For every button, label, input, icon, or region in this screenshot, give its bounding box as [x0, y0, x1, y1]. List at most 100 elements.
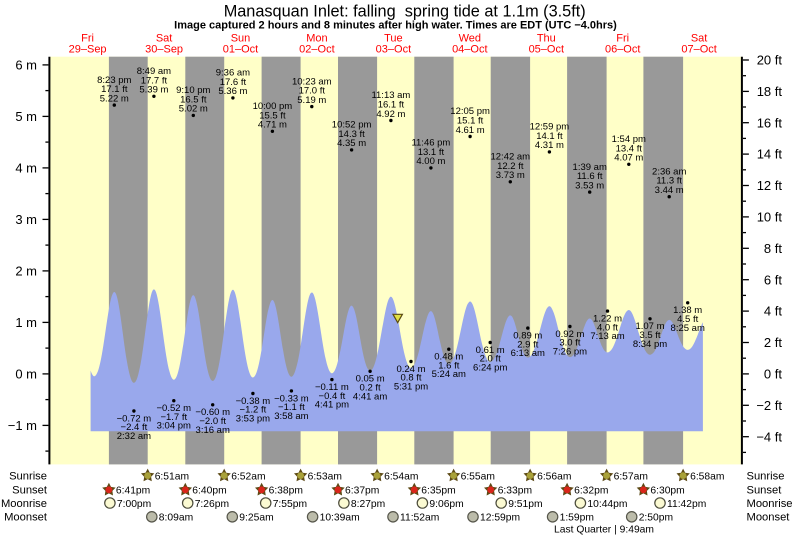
- svg-text:3:58 am: 3:58 am: [274, 411, 308, 422]
- svg-text:1 m: 1 m: [15, 315, 37, 330]
- svg-text:10:39am: 10:39am: [320, 513, 360, 524]
- svg-text:4 m: 4 m: [15, 161, 37, 176]
- svg-text:Wed: Wed: [459, 32, 481, 44]
- svg-text:6:13 am: 6:13 am: [511, 348, 545, 359]
- svg-text:5.36 m: 5.36 m: [218, 86, 247, 97]
- svg-text:4 ft: 4 ft: [764, 304, 782, 319]
- svg-text:Sun: Sun: [231, 32, 251, 44]
- svg-text:0 ft: 0 ft: [764, 367, 782, 382]
- svg-text:−2.4 ft: −2.4 ft: [121, 422, 148, 433]
- svg-text:3:04 pm: 3:04 pm: [157, 421, 191, 432]
- svg-text:6:53am: 6:53am: [308, 471, 342, 482]
- svg-text:11:52am: 11:52am: [400, 513, 439, 524]
- svg-text:6:54am: 6:54am: [384, 471, 418, 482]
- svg-text:11:42pm: 11:42pm: [667, 499, 706, 510]
- svg-text:−2.0 ft: −2.0 ft: [199, 416, 226, 427]
- svg-text:10:00 pm: 10:00 pm: [253, 101, 293, 112]
- svg-text:7:55pm: 7:55pm: [273, 499, 307, 510]
- svg-text:Moonset: Moonset: [4, 512, 48, 524]
- svg-text:30–Sep: 30–Sep: [145, 44, 183, 56]
- svg-text:9:25am: 9:25am: [239, 513, 273, 524]
- svg-text:6:38pm: 6:38pm: [269, 486, 303, 497]
- svg-text:3.53 m: 3.53 m: [575, 180, 604, 191]
- svg-text:17.1 ft: 17.1 ft: [101, 84, 128, 95]
- svg-text:6:35pm: 6:35pm: [421, 486, 455, 497]
- svg-text:5.19 m: 5.19 m: [297, 95, 326, 106]
- svg-text:11.6 ft: 11.6 ft: [577, 171, 603, 182]
- svg-text:6:32pm: 6:32pm: [574, 486, 608, 497]
- svg-text:8:09am: 8:09am: [159, 513, 193, 524]
- svg-text:6:41pm: 6:41pm: [116, 486, 150, 497]
- svg-text:−1.1 ft: −1.1 ft: [278, 402, 305, 413]
- svg-text:−1.2 ft: −1.2 ft: [240, 405, 267, 416]
- svg-text:−0.33 m: −0.33 m: [274, 393, 309, 404]
- svg-text:4.35 m: 4.35 m: [337, 138, 366, 149]
- svg-text:2.0 ft: 2.0 ft: [480, 354, 501, 365]
- svg-text:−0.4 ft: −0.4 ft: [319, 391, 346, 402]
- svg-text:07–Oct: 07–Oct: [681, 44, 716, 56]
- svg-text:13.4 ft: 13.4 ft: [616, 143, 643, 154]
- svg-text:8 ft: 8 ft: [764, 241, 782, 256]
- svg-text:Sunrise: Sunrise: [747, 470, 785, 482]
- svg-text:11.3 ft: 11.3 ft: [656, 176, 682, 187]
- svg-text:6 m: 6 m: [15, 58, 37, 73]
- svg-text:−0.72 m: −0.72 m: [117, 413, 152, 424]
- svg-text:−0.60 m: −0.60 m: [195, 407, 230, 418]
- svg-text:Fri: Fri: [81, 32, 94, 44]
- svg-text:8:49 am: 8:49 am: [137, 66, 171, 77]
- svg-text:8:34 pm: 8:34 pm: [633, 339, 667, 350]
- svg-text:Moonrise: Moonrise: [1, 498, 47, 510]
- svg-text:0.2 ft: 0.2 ft: [360, 383, 381, 394]
- svg-text:5.02 m: 5.02 m: [179, 104, 208, 115]
- svg-text:6:51am: 6:51am: [155, 471, 189, 482]
- svg-text:−2 ft: −2 ft: [756, 398, 782, 413]
- svg-text:02–Oct: 02–Oct: [299, 44, 334, 56]
- svg-text:13.1 ft: 13.1 ft: [418, 147, 445, 158]
- svg-text:29–Sep: 29–Sep: [69, 44, 107, 56]
- svg-text:6 ft: 6 ft: [764, 272, 782, 287]
- svg-text:0.48 m: 0.48 m: [434, 352, 463, 363]
- svg-text:14.3 ft: 14.3 ft: [338, 129, 365, 140]
- svg-text:4.07 m: 4.07 m: [614, 153, 643, 164]
- svg-text:1.6 ft: 1.6 ft: [438, 360, 459, 371]
- svg-text:16 ft: 16 ft: [757, 115, 783, 130]
- svg-text:15.1 ft: 15.1 ft: [457, 116, 484, 127]
- svg-text:16.1 ft: 16.1 ft: [378, 100, 405, 111]
- svg-text:7:13 am: 7:13 am: [590, 331, 624, 342]
- svg-text:4.5 ft: 4.5 ft: [677, 314, 698, 325]
- svg-text:Last Quarter | 9:49am: Last Quarter | 9:49am: [554, 525, 654, 536]
- svg-text:1.38 m: 1.38 m: [673, 305, 702, 316]
- svg-text:Sat: Sat: [156, 32, 173, 44]
- svg-text:6:57am: 6:57am: [614, 471, 648, 482]
- svg-text:12:59 pm: 12:59 pm: [530, 122, 570, 133]
- svg-text:Fri: Fri: [616, 32, 629, 44]
- svg-text:6:33pm: 6:33pm: [498, 486, 532, 497]
- svg-text:6:56am: 6:56am: [537, 471, 571, 482]
- svg-text:15.5 ft: 15.5 ft: [259, 110, 286, 121]
- svg-text:7:00pm: 7:00pm: [117, 499, 151, 510]
- svg-text:6:58am: 6:58am: [690, 471, 724, 482]
- svg-text:16.5 ft: 16.5 ft: [180, 94, 207, 105]
- svg-text:6:52am: 6:52am: [231, 471, 265, 482]
- svg-text:18 ft: 18 ft: [757, 84, 783, 99]
- svg-text:9:51pm: 9:51pm: [508, 499, 542, 510]
- svg-text:10:23 am: 10:23 am: [292, 76, 332, 87]
- svg-text:17.7 ft: 17.7 ft: [141, 75, 168, 86]
- svg-text:12:05 pm: 12:05 pm: [450, 106, 490, 117]
- svg-text:1:54 pm: 1:54 pm: [612, 134, 646, 145]
- svg-text:−1 m: −1 m: [8, 418, 37, 433]
- svg-text:5 m: 5 m: [15, 109, 37, 124]
- svg-text:14.1 ft: 14.1 ft: [536, 131, 563, 142]
- svg-text:10:52 pm: 10:52 pm: [332, 120, 372, 131]
- svg-text:6:30pm: 6:30pm: [650, 486, 684, 497]
- svg-text:Tue: Tue: [384, 32, 403, 44]
- svg-text:14 ft: 14 ft: [757, 147, 783, 162]
- svg-text:7:26pm: 7:26pm: [195, 499, 229, 510]
- svg-text:06–Oct: 06–Oct: [605, 44, 640, 56]
- svg-text:0.05 m: 0.05 m: [356, 374, 385, 385]
- svg-text:3:16 am: 3:16 am: [196, 425, 230, 436]
- svg-text:03–Oct: 03–Oct: [376, 44, 411, 56]
- svg-text:6:24 pm: 6:24 pm: [473, 363, 507, 374]
- svg-text:−1.7 ft: −1.7 ft: [160, 412, 187, 423]
- svg-text:3.0 ft: 3.0 ft: [559, 338, 580, 349]
